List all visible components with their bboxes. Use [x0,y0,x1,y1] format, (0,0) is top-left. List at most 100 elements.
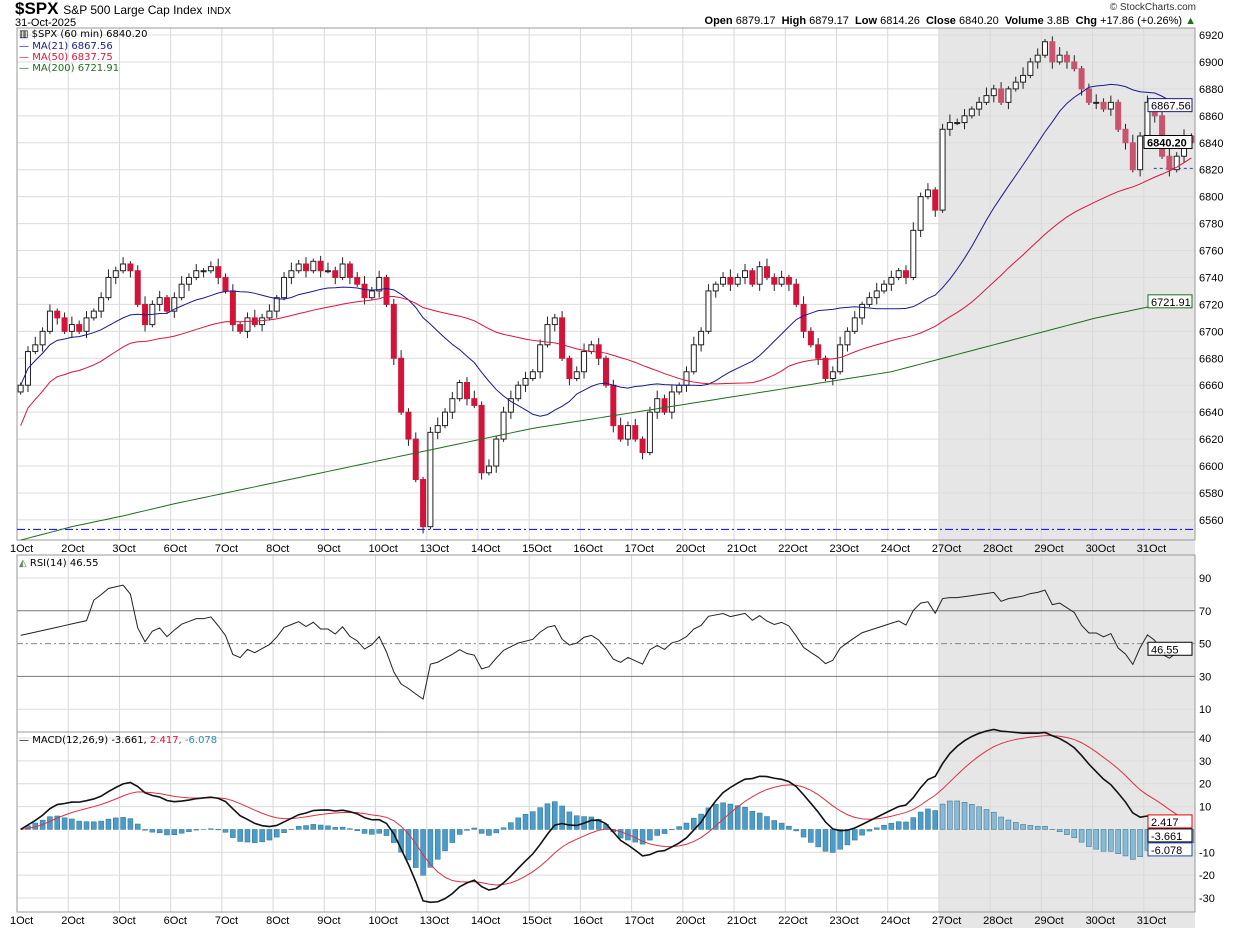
candle-up [968,108,975,117]
macd-hist-bar [295,826,302,830]
candle-up [39,330,46,346]
candle-up [873,290,880,299]
candle-up [961,115,968,124]
candle-up [295,263,302,272]
macd-hist-bar [273,829,280,838]
price-tick-label: 6580 [1199,488,1223,500]
candle-up [288,270,295,278]
date-label: 15Oct [522,543,551,555]
macd-hist-bar [1100,829,1107,852]
candle-up [68,324,75,332]
rsi-tick-label: 70 [1199,606,1211,618]
candle-down [346,263,353,278]
last-close-tag-box [1143,134,1193,149]
ma200-value-tag: 6721.91 [1151,297,1191,309]
macd-hist-bar [1027,825,1034,830]
candle-down [412,438,419,481]
candle-up [500,411,507,440]
macd-hist-bar [434,829,441,860]
price-tick-label: 6860 [1199,111,1223,123]
candle-up [742,270,749,278]
macd-hist-bar [932,810,939,830]
candle-down [727,276,734,285]
candle-up [588,344,595,353]
macd-hist-bar [866,829,873,832]
macd-hist-bar [464,829,470,831]
panel-frame [16,731,1196,913]
price-tick-label: 6780 [1199,219,1223,231]
candle-down [229,290,236,326]
candle-up [581,351,588,373]
candle-up [200,270,207,273]
candle-down [1078,68,1085,90]
candle-up [946,122,953,130]
date-label: 2Oct [61,543,84,555]
candle-up [1012,81,1019,90]
macd-hist-bar [859,829,865,836]
candle-up [90,310,97,319]
price-tick-label: 6640 [1199,407,1223,419]
candle-up [924,189,931,198]
legend-rsi: ◭ RSI(14) 46.55 [19,558,99,569]
candle-down [749,270,756,285]
macd-hist-bar [486,829,492,836]
macd-hist-bar [398,829,404,853]
date-label: 7Oct [215,543,238,555]
candle-down [807,330,814,346]
date-label: 27Oct [932,543,961,555]
macd-hist-bar [756,812,763,830]
macd-hist-bar [998,816,1004,830]
candle-up [1034,54,1041,63]
macd-hist-bar [559,805,565,830]
macd-hist-bar [376,829,382,834]
macd-hist-bar [230,829,236,838]
macd-hist-bar [617,829,624,839]
legend-ma200: — MA(200) 6721.91 [19,63,120,74]
macd-hist-bar [149,829,156,833]
rsi-value-tag-box [1147,641,1193,656]
candle-down [793,283,800,305]
candle-down [127,263,134,272]
candle-up [32,344,39,353]
candle-up [573,371,580,379]
date-label: 3Oct [112,543,135,555]
macd-hist-bar [500,827,507,830]
macd-hist-bar [413,829,419,868]
candle-down [303,263,310,272]
macd-hist-bar [991,811,997,830]
candle-down [998,88,1005,103]
macd-hist-bar [544,803,551,830]
candle-down [354,276,361,285]
candle-down [822,357,829,379]
candle-down [222,276,229,292]
macd-hist-bar [237,829,243,842]
macd-hist-bar [793,829,799,832]
macd-hist-bar [1130,829,1136,860]
macd-tick-label: 10 [1199,802,1211,814]
candle-up [493,438,500,467]
macd-hist-bar [347,828,353,830]
candle-up [829,371,836,379]
macd-hist-bar [661,829,668,834]
candle-up [939,128,946,211]
macd-hist-bar [252,829,258,843]
date-label: 17Oct [625,543,654,555]
candle-down [134,270,141,305]
macd-hist-bar [888,822,895,830]
macd-tick-label: 40 [1199,733,1211,745]
candle-up [244,317,251,332]
candle-down [771,276,778,285]
rsi-tick-label: 10 [1199,704,1211,716]
date-label: 10Oct [369,543,398,555]
candle-up [507,398,514,413]
macd-hist-bar [83,821,90,830]
macd-hist-bar [508,822,514,830]
macd-hist-bar [764,816,770,830]
macd-hist-bar [1071,829,1078,838]
macd-value-tag: -3.661 [1151,831,1182,843]
candle-down [1063,54,1070,63]
macd-hist-bar [303,825,309,830]
legend-ma50: — MA(50) 6837.75 [19,52,113,63]
candle-up [17,384,24,393]
macd-hist-bar [47,816,53,830]
